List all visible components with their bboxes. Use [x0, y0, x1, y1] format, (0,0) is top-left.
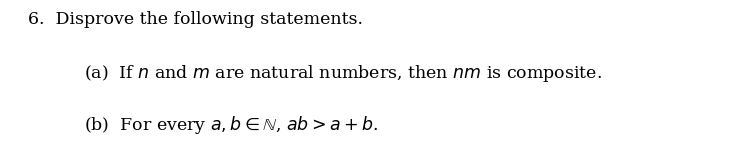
- Text: (b)  For every $a, b \in \mathbb{N}$, $ab > a + b$.: (b) For every $a, b \in \mathbb{N}$, $ab…: [84, 114, 379, 136]
- Text: 6.  Disprove the following statements.: 6. Disprove the following statements.: [28, 11, 363, 27]
- Text: (a)  If $n$ and $m$ are natural numbers, then $nm$ is composite.: (a) If $n$ and $m$ are natural numbers, …: [84, 63, 603, 84]
